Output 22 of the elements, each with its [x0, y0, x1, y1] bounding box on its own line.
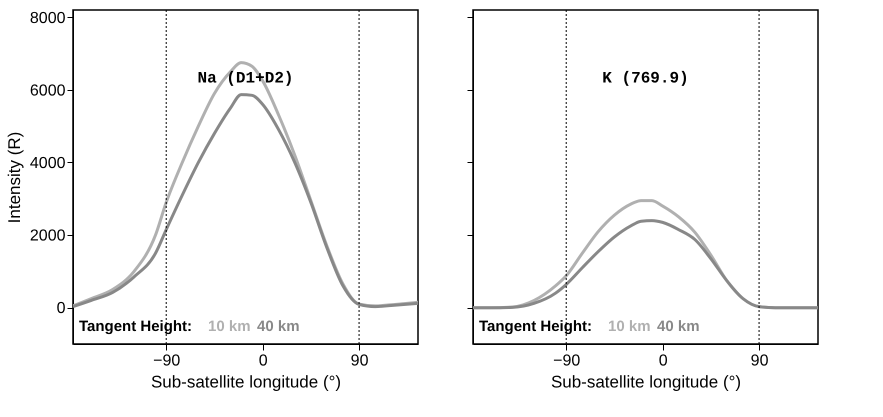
- legend-title: Tangent Height:: [79, 318, 192, 335]
- x-axis-title: Sub-satellite longitude (°): [550, 372, 742, 392]
- text: Na (D1+D2): [197, 69, 294, 88]
- y-axis-title: Intensity (R): [4, 132, 24, 224]
- x-tick-label: 0: [258, 352, 268, 370]
- y-tick-label: 0: [56, 300, 66, 318]
- y-tick-label: 2000: [30, 228, 66, 245]
- x-tick-label: 0: [658, 352, 668, 370]
- x-axis-title: Sub-satellite longitude (°): [150, 372, 342, 392]
- text: K (769.9): [602, 70, 689, 88]
- legend-title: Tangent Height:: [479, 318, 592, 335]
- x-tick-label: 90: [750, 352, 769, 370]
- x-tick-label: −90: [553, 352, 580, 370]
- text: 10 km: [208, 318, 251, 335]
- x-tick-label: −90: [153, 352, 180, 370]
- y-tick-label: 4000: [30, 154, 66, 172]
- text: 40 km: [257, 318, 300, 335]
- text: 40 km: [657, 318, 700, 335]
- y-tick-label: 8000: [30, 10, 66, 27]
- x-tick-label: 90: [350, 352, 369, 370]
- text: 10 km: [608, 318, 651, 335]
- y-tick-label: 6000: [30, 82, 66, 100]
